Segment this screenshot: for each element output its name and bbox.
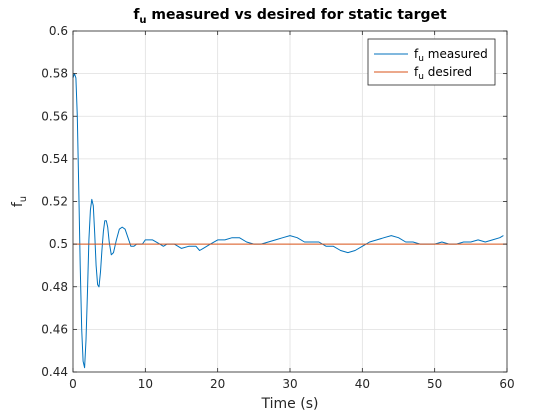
x-tick-label: 60 [499, 377, 514, 391]
ticks: 0 10 20 30 40 50 60 0.44 0.46 0.48 0.5 0.52 0.54 0.56… [41, 24, 514, 391]
x-tick-label: 30 [282, 377, 297, 391]
legend-label-subscript: u [418, 72, 424, 82]
y-tick-label: 0.46 [41, 322, 68, 336]
y-tick-label: 0.54 [41, 152, 68, 166]
y-tick-label: 0.6 [49, 24, 68, 38]
x-tick-label: 10 [138, 377, 153, 391]
legend-label-measured: fu measured [414, 47, 488, 64]
series-layer [72, 73, 507, 369]
y-axis-label-subscript: u [18, 196, 29, 202]
y-tick-label: 0.56 [41, 109, 68, 123]
y-tick-label: 0.52 [41, 195, 68, 209]
legend-label-main: f [414, 47, 419, 61]
chart-title-subscript: u [139, 15, 146, 26]
legend-label-rest: measured [424, 47, 488, 61]
y-axis-label: fu [10, 196, 29, 207]
series-line-measured [72, 73, 504, 369]
legend-label-rest: desired [424, 65, 472, 79]
legend-box [367, 38, 496, 86]
legend-label-desired: fu desired [414, 65, 472, 82]
x-tick-label: 0 [69, 377, 77, 391]
x-tick-label: 20 [210, 377, 225, 391]
x-tick-label: 40 [355, 377, 370, 391]
y-tick-label: 0.5 [49, 237, 68, 251]
y-tick-label: 0.58 [41, 67, 68, 81]
chart-title: fu measured vs desired for static target [133, 7, 447, 26]
y-tick-label: 0.44 [41, 365, 68, 379]
y-axis-label-main: f [10, 201, 26, 207]
legend-label-main: f [414, 65, 419, 79]
chart-title-main: f [133, 7, 140, 23]
chart-title-rest: measured vs desired for static target [147, 7, 447, 23]
legend-label-subscript: u [418, 54, 424, 64]
y-tick-label: 0.48 [41, 280, 68, 294]
x-axis-label: Time (s) [261, 396, 319, 412]
x-tick-label: 50 [427, 377, 442, 391]
